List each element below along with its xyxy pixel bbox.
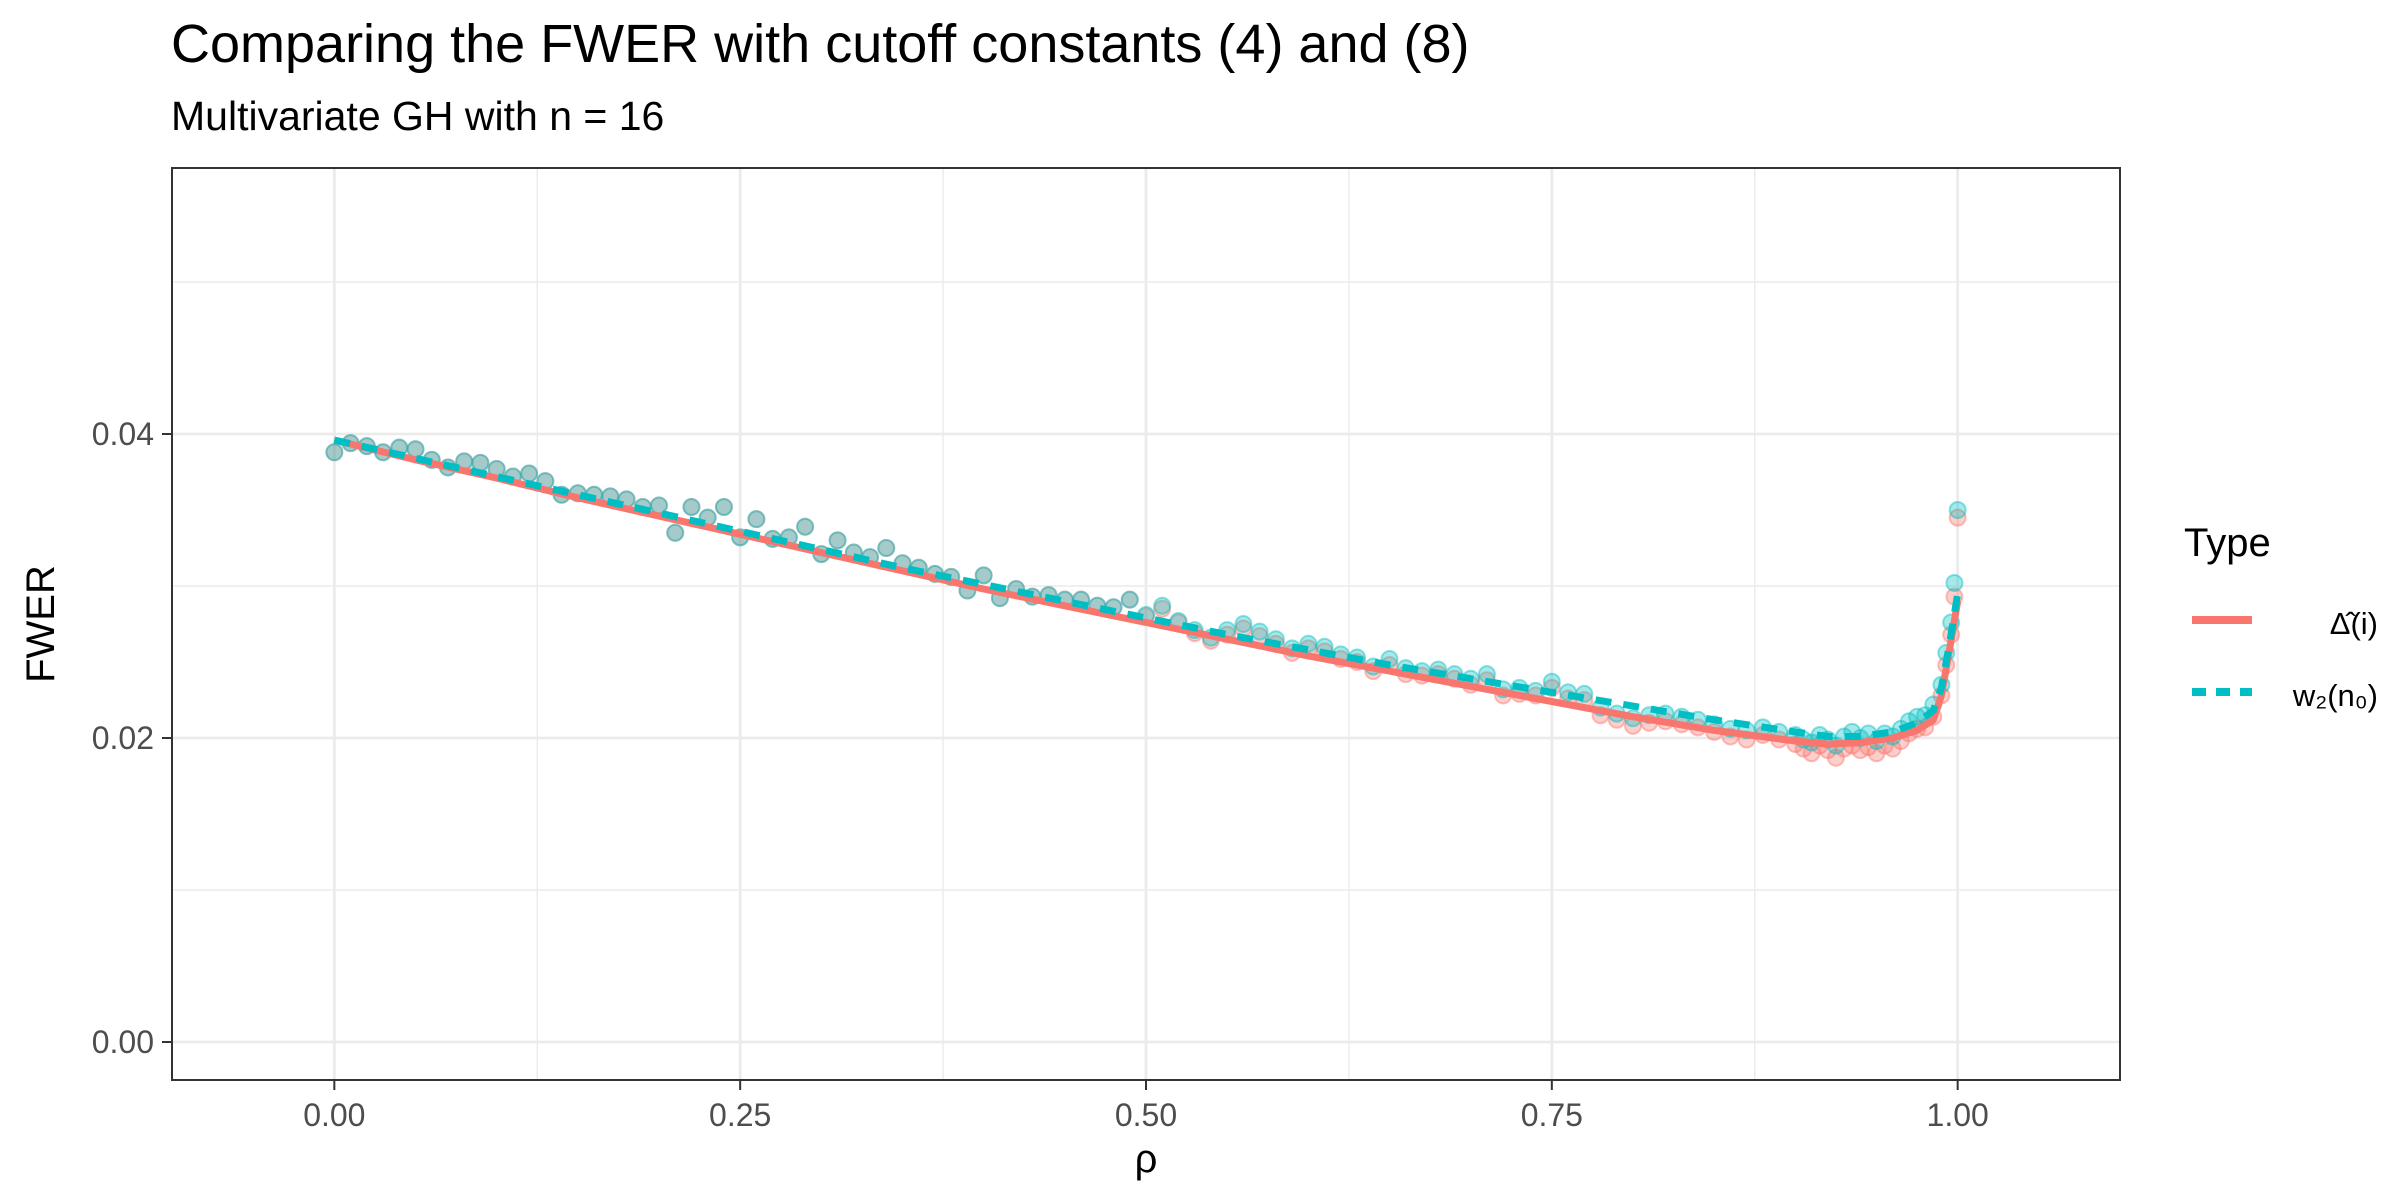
point-delta-hat (714, 497, 733, 516)
point-w2 (1542, 672, 1561, 691)
point-delta-hat (974, 566, 993, 585)
x-tick-label: 1.00 (1927, 1097, 1989, 1133)
x-tick-label: 0.00 (303, 1097, 365, 1133)
point-w2 (406, 440, 425, 459)
legend-title: Type (2184, 521, 2271, 565)
legend: Type Δ̂(i) w₂(n₀) (2184, 521, 2378, 713)
point-delta-hat (796, 517, 815, 536)
point-w2 (877, 539, 896, 557)
point-w2 (974, 566, 993, 585)
point-delta-hat (1120, 590, 1139, 609)
y-tick-label: 0.00 (92, 1024, 154, 1060)
x-tick-label: 0.50 (1115, 1097, 1177, 1133)
point-delta-hat (1948, 508, 1967, 527)
x-tick-label: 0.25 (709, 1097, 771, 1133)
point-w2 (520, 464, 539, 483)
point-w2 (1234, 615, 1253, 633)
legend-label-w2: w₂(n₀) (2292, 678, 2378, 713)
series-lines (333, 436, 1962, 748)
x-axis-title: ρ (1135, 1137, 1158, 1181)
series-line-w2 (333, 436, 1962, 740)
point-w2 (747, 510, 766, 529)
point-w2 (1120, 590, 1139, 609)
chart-subtitle: Multivariate GH with n = 16 (171, 93, 664, 139)
x-tick-label: 0.75 (1521, 1097, 1583, 1133)
chart-title: Comparing the FWER with cutoff constants… (171, 14, 1470, 74)
legend-label-delta-hat: Δ̂(i) (2330, 606, 2378, 641)
y-axis-title: FWER (19, 565, 63, 683)
point-w2 (325, 443, 344, 462)
point-delta-hat (747, 510, 766, 529)
point-w2 (1153, 596, 1172, 615)
y-axis: 0.00 0.02 0.04 (92, 416, 172, 1060)
y-tick-label: 0.04 (92, 416, 154, 452)
point-w2 (796, 517, 815, 536)
point-delta-hat (828, 531, 847, 550)
y-tick-label: 0.02 (92, 720, 154, 756)
point-w2 (1250, 622, 1269, 641)
series-line-delta-hat (333, 436, 1962, 748)
point-delta-hat (1826, 748, 1845, 767)
point-delta-hat (325, 443, 344, 462)
point-delta-hat (1867, 744, 1886, 763)
point-w2 (714, 497, 733, 516)
point-delta-hat (877, 539, 896, 557)
point-w2 (682, 497, 701, 516)
point-delta-hat (666, 523, 685, 542)
x-axis: 0.00 0.25 0.50 0.75 1.00 (303, 1080, 1989, 1133)
point-delta-hat (682, 497, 701, 516)
point-delta-hat (1153, 599, 1172, 618)
point-w2 (1945, 573, 1964, 592)
point-w2 (666, 523, 685, 542)
point-w2 (1948, 501, 1967, 519)
point-w2 (828, 531, 847, 550)
